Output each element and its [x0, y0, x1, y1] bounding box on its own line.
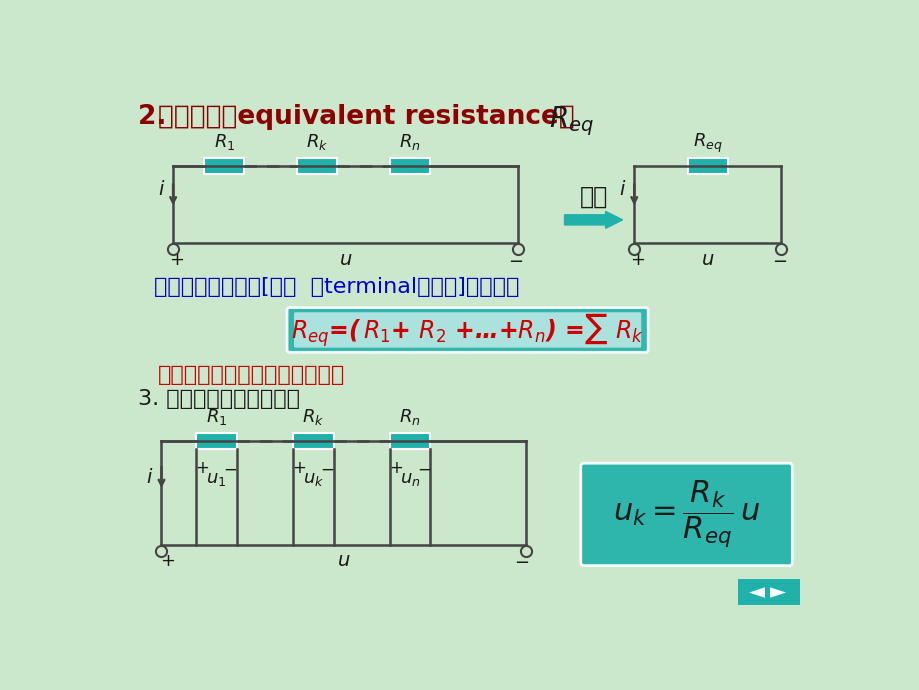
Text: 等效电阻（equivalent resistance）: 等效电阻（equivalent resistance）	[157, 104, 573, 130]
Bar	[390, 433, 430, 448]
Text: 等效电阻等于串联的各电阻之和: 等效电阻等于串联的各电阻之和	[157, 366, 345, 386]
Text: +: +	[630, 250, 645, 268]
Text: $u$: $u$	[338, 250, 352, 268]
FancyBboxPatch shape	[580, 463, 791, 566]
FancyArrow shape	[564, 211, 622, 228]
Text: $R_n$: $R_n$	[399, 407, 421, 427]
Text: ◄: ◄	[748, 582, 764, 602]
Text: $u_1$: $u_1$	[206, 470, 226, 488]
Text: $u_k$: $u_k$	[302, 470, 323, 488]
Text: 3. 串联电阻上电压的分配: 3. 串联电阻上电压的分配	[138, 389, 300, 409]
Bar	[196, 433, 236, 448]
Bar	[297, 158, 337, 174]
Text: $R_k$: $R_k$	[306, 132, 328, 152]
Bar	[687, 158, 727, 174]
Text: $i$: $i$	[157, 179, 165, 199]
Text: $R_{eq}$: $R_{eq}$	[692, 132, 722, 155]
FancyBboxPatch shape	[287, 308, 648, 353]
Text: 等效: 等效	[579, 185, 607, 209]
Text: $R_{eq}$: $R_{eq}$	[549, 104, 594, 138]
Text: $-$: $-$	[771, 250, 786, 268]
Text: +: +	[292, 460, 306, 477]
Text: $-$: $-$	[514, 551, 528, 569]
Text: $R_1$: $R_1$	[206, 407, 227, 427]
Text: +: +	[160, 551, 175, 569]
Text: $u$: $u$	[700, 250, 714, 268]
Text: $u$: $u$	[336, 551, 350, 569]
Text: $R_{eq}$=($\,R_1$+ $R_2$ +…+$R_n$) =∑ $R_k$: $R_{eq}$=($\,R_1$+ $R_2$ +…+$R_n$) =∑ $R…	[291, 311, 643, 349]
Text: $u_n$: $u_n$	[400, 470, 420, 488]
Text: +: +	[169, 250, 185, 268]
FancyBboxPatch shape	[294, 313, 641, 348]
Bar	[390, 158, 430, 174]
Text: $-$: $-$	[416, 460, 431, 477]
Text: $R_1$: $R_1$	[213, 132, 234, 152]
Text: $-$: $-$	[507, 250, 523, 268]
Bar	[204, 158, 244, 174]
Text: $R_k$: $R_k$	[302, 407, 324, 427]
Text: 等效：对外部电路[端钮  （terminal）以外]效果相同: 等效：对外部电路[端钮 （terminal）以外]效果相同	[153, 277, 518, 297]
Text: +: +	[389, 460, 403, 477]
Text: $-$: $-$	[223, 460, 237, 477]
FancyBboxPatch shape	[737, 579, 800, 605]
Bar	[293, 433, 334, 448]
Text: $u_k = \dfrac{R_k}{R_{eq}}\,u$: $u_k = \dfrac{R_k}{R_{eq}}\,u$	[612, 479, 759, 550]
Text: $i$: $i$	[618, 179, 626, 199]
Text: $-$: $-$	[320, 460, 335, 477]
Text: 2.: 2.	[138, 104, 176, 130]
Text: $i$: $i$	[146, 469, 153, 487]
Text: ►: ►	[769, 582, 786, 602]
Text: $R_n$: $R_n$	[399, 132, 421, 152]
Text: +: +	[196, 460, 210, 477]
